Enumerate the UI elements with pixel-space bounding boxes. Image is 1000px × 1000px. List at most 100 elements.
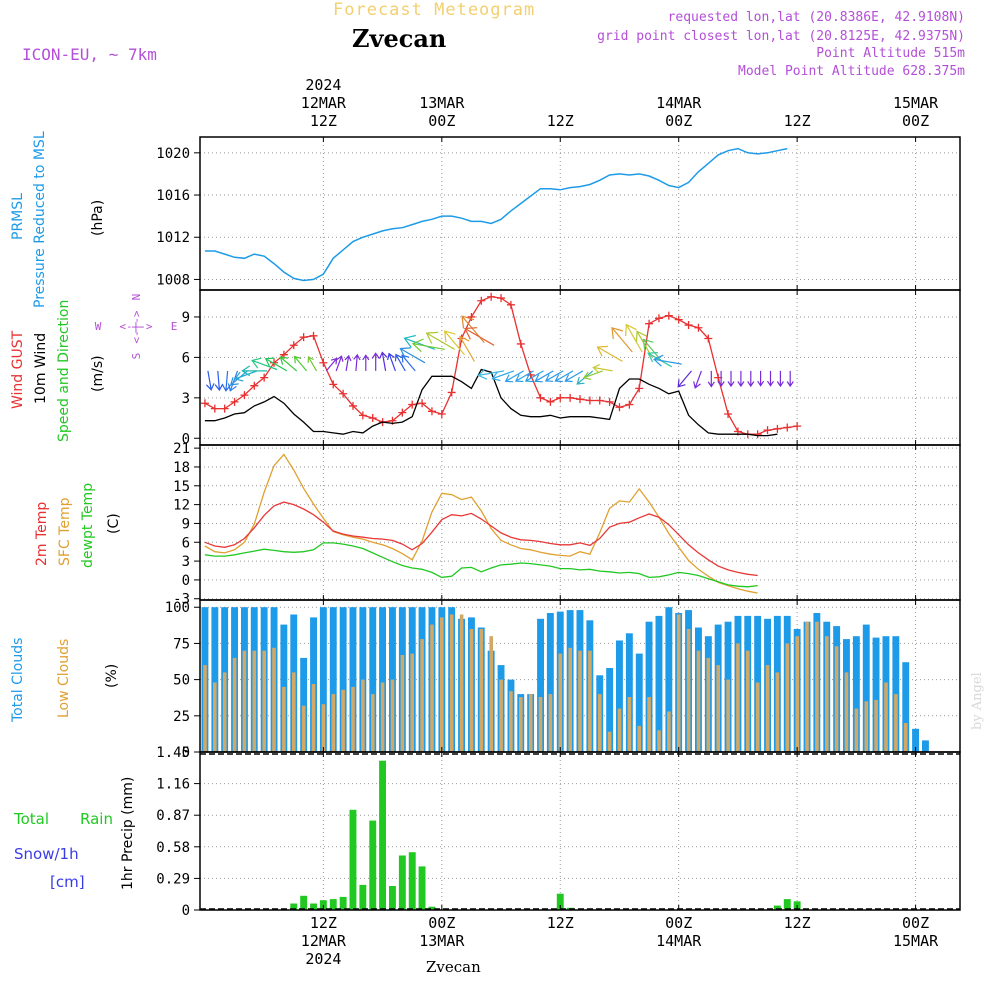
wind-direction-arrow <box>464 327 495 346</box>
low-cloud-bar <box>894 694 898 752</box>
gust-marker <box>348 401 357 410</box>
wind-direction-arrow <box>747 370 755 388</box>
gust-marker <box>753 430 762 439</box>
precip-bar <box>359 884 367 910</box>
grid-layer <box>200 137 960 911</box>
low-cloud-bar <box>686 629 691 752</box>
low-cloud-bar <box>598 694 602 752</box>
precip-bar <box>428 906 436 910</box>
bottom-time-label: 14MAR <box>656 932 702 950</box>
gust-marker <box>595 396 604 405</box>
gust-marker <box>230 397 239 406</box>
footer-station: Zvecan <box>426 958 481 976</box>
low-cloud-bar <box>489 636 493 752</box>
low-cloud-bar <box>292 672 296 752</box>
low-cloud-bar <box>528 694 533 752</box>
compass-s: S <box>130 353 143 360</box>
low-cloud-bar <box>617 708 622 752</box>
precip-bar <box>408 852 416 910</box>
wind-direction-arrow <box>534 370 554 383</box>
low-cloud-bar <box>321 704 326 752</box>
low-cloud-bar <box>706 657 711 752</box>
bottom-time-label: 00Z <box>665 914 692 932</box>
y-tick-label: 9 <box>182 310 190 326</box>
wind-direction-arrow <box>786 370 794 388</box>
gridpoint-coords: grid point closest lon,lat (20.8125E, 42… <box>597 29 965 44</box>
gust-marker <box>250 381 259 390</box>
gust-marker <box>546 397 555 406</box>
wind-direction-arrow <box>653 354 682 367</box>
low-cloud-bar <box>844 672 849 752</box>
low-cloud-bar <box>548 694 553 752</box>
low-cloud-bar <box>262 650 266 752</box>
y-tick-label: 0 <box>182 903 190 919</box>
total-cloud-bar <box>635 653 643 752</box>
wind-direction-arrow <box>264 357 288 372</box>
precip-bar <box>556 893 564 910</box>
wind-direction-arrow <box>514 370 534 383</box>
precip-rain-label: Rain <box>80 810 113 828</box>
model-label: ICON-EU, ~ 7km <box>22 45 157 64</box>
precip-bar <box>379 760 386 910</box>
gust-marker <box>625 400 634 409</box>
gust-marker <box>724 410 733 418</box>
compass-h: <-|-> <box>119 320 152 333</box>
gust-marker <box>615 403 624 412</box>
wind-direction-arrow <box>625 323 643 353</box>
low-cloud-bar <box>380 682 385 752</box>
total-cloud-bar <box>665 607 673 752</box>
y-tick-label: 50 <box>173 673 190 689</box>
low-cloud-bar <box>242 650 247 752</box>
gust-marker <box>635 384 644 393</box>
precip-snow-label: Snow/1h <box>14 845 79 863</box>
y-tick-label: 0.58 <box>156 840 190 856</box>
precip-bar <box>329 899 337 910</box>
y-tick-label: 15 <box>173 479 190 495</box>
total-cloud-bar <box>319 607 327 752</box>
bottom-time-label: 12MAR <box>301 932 347 950</box>
data-layer <box>200 147 929 910</box>
total-cloud-bar <box>616 640 623 752</box>
gust-marker <box>684 321 693 330</box>
precip-bar <box>389 886 396 910</box>
wind-direction-arrow <box>325 357 338 372</box>
low-cloud-bar <box>440 617 444 752</box>
low-cloud-bar <box>232 657 237 752</box>
temp2m-line <box>204 501 758 577</box>
wind-direction-arrow <box>279 356 298 372</box>
wind-direction-arrow <box>344 354 352 372</box>
low-cloud-bar <box>509 691 513 752</box>
wind-direction-arrow <box>387 352 396 372</box>
point-altitude: Point Altitude 515m <box>816 46 965 61</box>
wind-direction-arrow <box>293 355 308 372</box>
wind-direction-arrow <box>776 370 784 388</box>
top-time-label: 12MAR <box>301 94 347 112</box>
wind-direction-arrow <box>425 331 455 350</box>
pressure-line <box>204 147 788 282</box>
wind-direction-arrow <box>757 370 765 387</box>
low-cloud-bar <box>775 672 780 752</box>
low-cloud-bar <box>637 725 641 752</box>
wind-direction-arrow <box>491 370 515 382</box>
low-cloud-bar <box>222 672 227 752</box>
total-cloud-bar <box>329 607 337 752</box>
gust-marker <box>556 393 565 402</box>
low-cloud-bar <box>420 639 424 752</box>
wind-direction-arrow <box>504 370 525 383</box>
top-time-label: 15MAR <box>893 94 939 112</box>
wind-direction-arrow <box>205 370 215 391</box>
precip-bar <box>773 905 781 910</box>
y-tick-label: 0.29 <box>156 871 190 887</box>
gust-marker <box>783 423 792 432</box>
compass-v: <-|-> <box>130 310 143 343</box>
low-cloud-bar <box>607 731 612 752</box>
precip-bar <box>290 903 298 910</box>
low-cloud-bar <box>795 636 799 752</box>
y-tick-label: 25 <box>173 709 190 725</box>
low-cloud-bar <box>499 679 503 752</box>
low-cloud-bar <box>676 614 681 752</box>
gust-marker <box>398 408 407 417</box>
gust-marker <box>309 331 318 340</box>
gust-marker <box>536 393 545 402</box>
low-cloud-bar <box>410 653 414 752</box>
